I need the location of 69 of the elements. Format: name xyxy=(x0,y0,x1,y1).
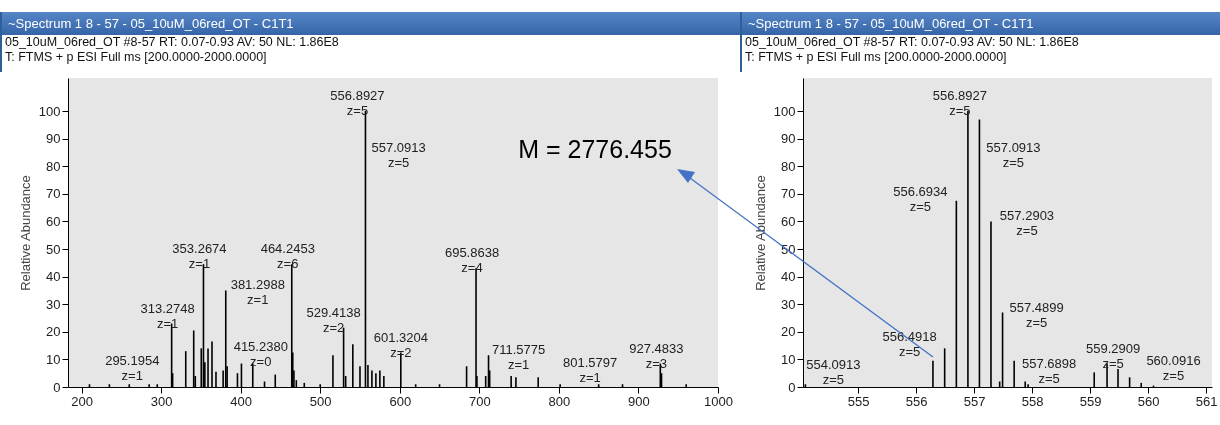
x-tick-label: 700 xyxy=(468,393,491,409)
annotation: 529.4138 z=2 xyxy=(306,304,361,335)
y-tick-label: 40 xyxy=(781,269,796,285)
chart-subtitle: 05_10uM_06red_OT #8-57 RT: 0.07-0.93 AV: 50 NL: 1.86E8 xyxy=(744,35,1080,50)
x-tick-label: 557 xyxy=(963,393,986,409)
x-tick-label: 556 xyxy=(905,393,928,409)
x-tick-label: 560 xyxy=(1137,393,1160,409)
annotation: 554.0913 z=5 xyxy=(806,357,861,388)
y-tick-label: 40 xyxy=(46,269,61,285)
y-axis-title: Relative Abundance xyxy=(752,175,768,291)
x-tick-label: 200 xyxy=(71,393,93,409)
chart-subtitle: 05_10uM_06red_OT #8-57 RT: 0.07-0.93 AV: 50 NL: 1.86E8 xyxy=(4,35,340,50)
x-tick-label: 561 xyxy=(1195,393,1218,409)
chart-title: ~Spectrum 1 8 - 57 - 05_10uM_06red_OT - C1T1 xyxy=(742,12,1220,35)
y-tick-label: 50 xyxy=(46,241,61,257)
x-tick-label: 558 xyxy=(1021,393,1044,409)
y-tick-label: 20 xyxy=(781,324,796,340)
y-tick-label: 30 xyxy=(46,296,61,312)
text: T: FTMS + p ESI Full ms [200.0000-2000.0000] xyxy=(4,50,268,65)
annotation: 415.2380 z=0 xyxy=(233,338,288,369)
y-tick-label: 100 xyxy=(773,103,796,119)
y-tick-label: 10 xyxy=(46,351,61,367)
annotation: 801.5797 z=1 xyxy=(563,355,618,386)
chart-title: ~Spectrum 1 8 - 57 - 05_10uM_06red_OT - C1T1 xyxy=(2,12,740,35)
y-tick-label: 90 xyxy=(46,131,61,147)
x-tick-label: 900 xyxy=(628,393,650,409)
annotation: 557.4899 z=5 xyxy=(1009,299,1064,330)
annotation: 695.8638 z=4 xyxy=(444,245,500,276)
annotation: 556.6934 z=5 xyxy=(893,183,948,214)
y-tick-label: 70 xyxy=(46,186,61,202)
y-tick-label: 0 xyxy=(788,379,796,395)
x-tick-label: 1000 xyxy=(704,393,733,409)
annotation: 381.2988 z=1 xyxy=(230,277,285,308)
annotation: 927.4833 z=3 xyxy=(629,340,684,371)
y-tick-label: 10 xyxy=(781,351,796,367)
annotation: 557.2903 z=5 xyxy=(999,208,1055,239)
annotation: 560.0916 z=5 xyxy=(1146,352,1201,383)
x-tick-label: 300 xyxy=(150,393,173,409)
annotation: 601.3204 z=2 xyxy=(373,329,428,360)
y-tick-label: 0 xyxy=(53,379,61,395)
x-tick-label: 800 xyxy=(548,393,571,409)
y-tick-label: 60 xyxy=(46,213,61,229)
annotation: 557.6898 z=5 xyxy=(1022,355,1077,386)
annotation: 711.5775 z=1 xyxy=(491,342,546,373)
x-tick-label: 500 xyxy=(309,393,332,409)
annotation: 556.8927 z=5 xyxy=(330,88,385,119)
x-tick-label: 559 xyxy=(1079,393,1102,409)
annotation: 557.0913 z=5 xyxy=(986,140,1041,171)
annotation: 556.8927 z=5 xyxy=(932,88,988,119)
annotation: 353.2674 z=1 xyxy=(172,241,227,272)
x-tick-label: 600 xyxy=(389,393,412,409)
y-tick-label: 100 xyxy=(38,103,61,119)
annotation: 313.2748 z=1 xyxy=(140,300,195,331)
y-tick-label: 90 xyxy=(781,131,796,147)
y-tick-label: 80 xyxy=(46,158,61,174)
x-tick-label: 400 xyxy=(230,393,252,409)
y-tick-label: 30 xyxy=(781,296,796,312)
y-tick-label: 70 xyxy=(781,186,796,202)
annotation: 557.0913 z=5 xyxy=(371,140,426,171)
text: T: FTMS + p ESI Full ms [200.0000-2000.0000] xyxy=(744,50,1008,65)
annotation: M = 2776.455 xyxy=(518,135,672,163)
annotation: 559.2909 z=5 xyxy=(1085,340,1141,371)
y-tick-label: 60 xyxy=(781,213,796,229)
x-tick-label: 555 xyxy=(847,393,870,409)
y-tick-label: 20 xyxy=(46,324,61,340)
annotation: 464.2453 z=6 xyxy=(260,241,315,272)
y-tick-label: 80 xyxy=(781,158,796,174)
annotation: 295.1954 z=1 xyxy=(105,353,160,384)
y-axis-title: Relative Abundance xyxy=(17,175,33,291)
